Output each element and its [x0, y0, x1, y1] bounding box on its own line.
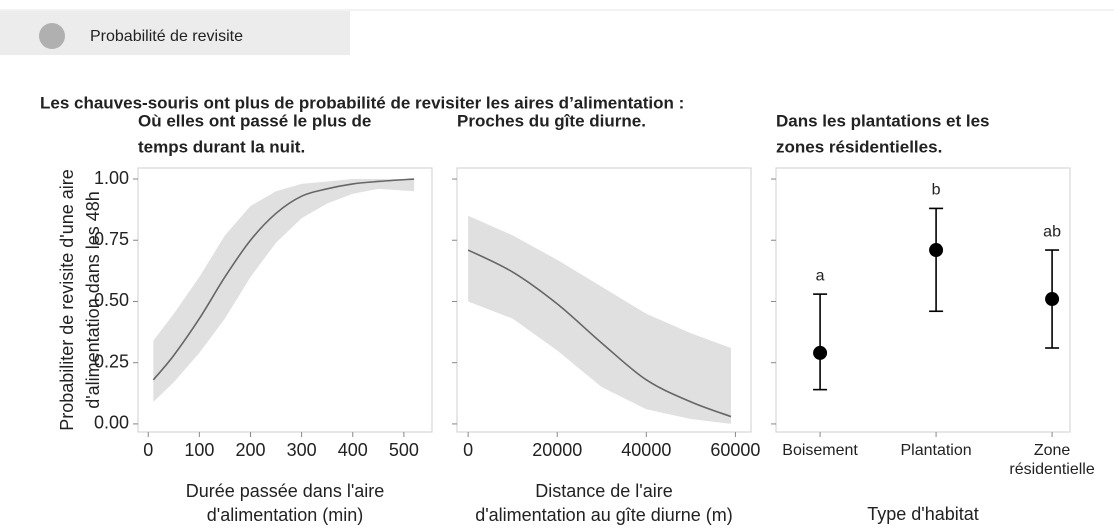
- x-tick-label: 200: [235, 440, 265, 460]
- header-icon: [39, 23, 65, 49]
- x-tick-label: 100: [184, 440, 214, 460]
- x-tick-label: 300: [287, 440, 317, 460]
- x-tick-label: 20000: [532, 440, 582, 460]
- x-tick-label: Zone résidentielle: [1009, 442, 1095, 478]
- y-tick-label: 0.25: [94, 351, 129, 371]
- header-title: Probabilité de revisite: [90, 28, 243, 45]
- x-axis-label: Type d'habitat: [867, 504, 979, 524]
- x-axis-label: Distance de l'aire: [535, 481, 673, 501]
- y-axis-label: d'alimentation dans les 48h: [83, 191, 103, 409]
- x-tick-label: Boisement: [782, 442, 858, 459]
- x-tick-label: Plantation: [900, 442, 972, 459]
- point: [929, 243, 944, 258]
- group-letter: ab: [1043, 223, 1061, 240]
- point: [813, 345, 828, 360]
- fit-line: [152, 178, 415, 381]
- panel-title: temps durant la nuit.: [138, 137, 305, 156]
- subtitle: Les chauves-souris ont plus de probabili…: [40, 93, 684, 112]
- y-tick-label: 1.00: [94, 168, 129, 188]
- y-tick-label: 0.75: [94, 229, 129, 249]
- x-tick-label: 0: [463, 440, 473, 460]
- y-tick-label: 0.50: [94, 290, 129, 310]
- x-tick-label: 0: [143, 440, 153, 460]
- x-axis-label: d'alimentation (min): [207, 505, 364, 525]
- plot-frame: [775, 167, 1071, 433]
- x-tick-label: 500: [389, 440, 419, 460]
- x-tick-label: 60000: [710, 440, 760, 460]
- panel-title: zones résidentielles.: [776, 137, 942, 156]
- y-tick-label: 0.00: [94, 413, 129, 433]
- fit-line: [467, 249, 732, 418]
- y-axis-label: Probabiliter de revisite d'une aire: [57, 169, 77, 431]
- x-axis-label: Durée passée dans l'aire: [186, 481, 385, 501]
- confidence-band: [153, 179, 415, 402]
- confidence-band: [468, 215, 731, 424]
- x-tick-label: 400: [338, 440, 368, 460]
- x-axis-label: d'alimentation au gîte diurne (m): [475, 505, 733, 525]
- group-letter: b: [932, 182, 941, 199]
- panel-title: Proches du gîte diurne.: [457, 111, 646, 130]
- x-tick-label: 40000: [621, 440, 671, 460]
- panel-title: Où elles ont passé le plus de: [138, 111, 371, 130]
- group-letter: a: [816, 267, 825, 284]
- panel-title: Dans les plantations et les: [776, 111, 990, 130]
- point: [1045, 292, 1060, 307]
